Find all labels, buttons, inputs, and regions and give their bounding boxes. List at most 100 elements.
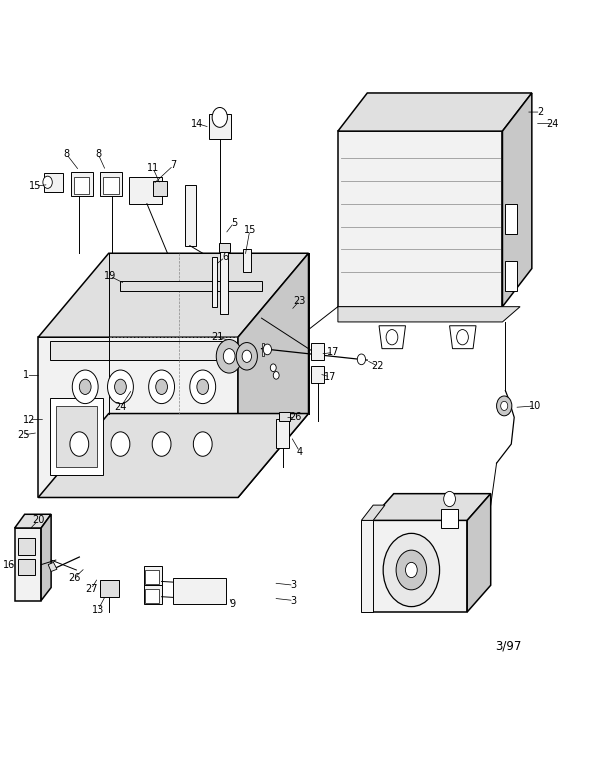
Text: 3/97: 3/97 — [495, 640, 522, 653]
Text: 8: 8 — [63, 149, 69, 159]
Circle shape — [236, 342, 258, 370]
Text: 17: 17 — [327, 348, 339, 358]
Bar — [144, 585, 162, 604]
Polygon shape — [361, 505, 385, 520]
Text: 26: 26 — [69, 573, 81, 583]
Polygon shape — [338, 131, 503, 306]
Circle shape — [115, 379, 126, 394]
Text: 4: 4 — [297, 447, 303, 457]
Bar — [441, 509, 458, 528]
Polygon shape — [338, 306, 520, 322]
Bar — [44, 173, 63, 192]
Circle shape — [216, 339, 242, 373]
Circle shape — [358, 354, 365, 365]
Circle shape — [443, 491, 455, 506]
Circle shape — [43, 176, 52, 188]
Circle shape — [501, 401, 508, 411]
Polygon shape — [449, 326, 476, 349]
Polygon shape — [467, 493, 491, 612]
Text: 6: 6 — [222, 252, 228, 262]
Bar — [50, 341, 226, 360]
Text: 10: 10 — [529, 401, 541, 411]
Polygon shape — [41, 514, 51, 601]
Circle shape — [271, 364, 276, 372]
Circle shape — [263, 344, 272, 355]
Text: 12: 12 — [23, 414, 36, 424]
Text: 9: 9 — [229, 599, 235, 609]
Text: 5: 5 — [231, 218, 237, 228]
Text: 26: 26 — [289, 412, 302, 422]
Text: 3: 3 — [291, 581, 297, 591]
Bar — [18, 558, 36, 575]
Polygon shape — [370, 520, 467, 612]
Circle shape — [197, 379, 208, 394]
Bar — [145, 589, 159, 603]
Bar — [208, 114, 231, 139]
Text: 13: 13 — [92, 604, 104, 614]
Bar — [56, 406, 97, 467]
Text: 3: 3 — [291, 595, 297, 605]
Text: 24: 24 — [114, 402, 127, 412]
Circle shape — [497, 396, 512, 416]
Bar — [145, 570, 159, 584]
Polygon shape — [238, 254, 308, 497]
Text: 15: 15 — [243, 225, 256, 235]
Text: 8: 8 — [95, 149, 101, 159]
Text: 23: 23 — [294, 296, 306, 306]
Bar — [262, 342, 265, 356]
Polygon shape — [38, 414, 308, 497]
Polygon shape — [370, 493, 491, 520]
Circle shape — [72, 370, 98, 404]
Bar — [100, 580, 119, 597]
Bar — [50, 398, 103, 475]
Text: 1: 1 — [23, 371, 30, 381]
Bar — [311, 343, 324, 360]
Text: 14: 14 — [191, 119, 203, 129]
Text: 27: 27 — [85, 584, 97, 594]
Bar — [74, 177, 89, 194]
Bar — [173, 578, 226, 604]
Circle shape — [152, 432, 171, 457]
Polygon shape — [38, 254, 308, 337]
Circle shape — [242, 350, 252, 362]
Circle shape — [396, 550, 427, 590]
Polygon shape — [338, 93, 532, 131]
Bar — [104, 177, 119, 194]
Text: 11: 11 — [147, 162, 159, 173]
Text: 24: 24 — [546, 119, 559, 129]
Circle shape — [156, 379, 168, 394]
Polygon shape — [129, 177, 162, 204]
Polygon shape — [15, 528, 41, 601]
Bar — [220, 250, 228, 314]
Polygon shape — [38, 337, 238, 497]
Bar — [279, 412, 289, 421]
Circle shape — [386, 329, 398, 345]
Text: 16: 16 — [3, 560, 15, 570]
Bar — [243, 250, 251, 273]
Bar — [276, 419, 289, 448]
Circle shape — [194, 432, 212, 457]
Bar — [211, 257, 217, 306]
Text: 15: 15 — [29, 181, 41, 191]
Circle shape — [383, 533, 440, 607]
Text: 2: 2 — [538, 107, 544, 117]
Bar — [100, 172, 122, 196]
Bar — [185, 185, 196, 246]
Circle shape — [149, 370, 175, 404]
Bar — [506, 204, 517, 234]
Polygon shape — [379, 326, 406, 349]
Bar — [70, 172, 93, 196]
Bar — [311, 366, 324, 383]
Circle shape — [111, 432, 130, 457]
Text: 19: 19 — [104, 271, 116, 281]
Polygon shape — [361, 520, 373, 612]
Circle shape — [190, 370, 215, 404]
Text: 21: 21 — [211, 332, 224, 342]
Polygon shape — [503, 93, 532, 306]
Circle shape — [406, 562, 417, 578]
Circle shape — [212, 107, 227, 127]
Circle shape — [456, 329, 468, 345]
Polygon shape — [15, 514, 51, 528]
Circle shape — [70, 432, 89, 457]
Circle shape — [108, 370, 133, 404]
